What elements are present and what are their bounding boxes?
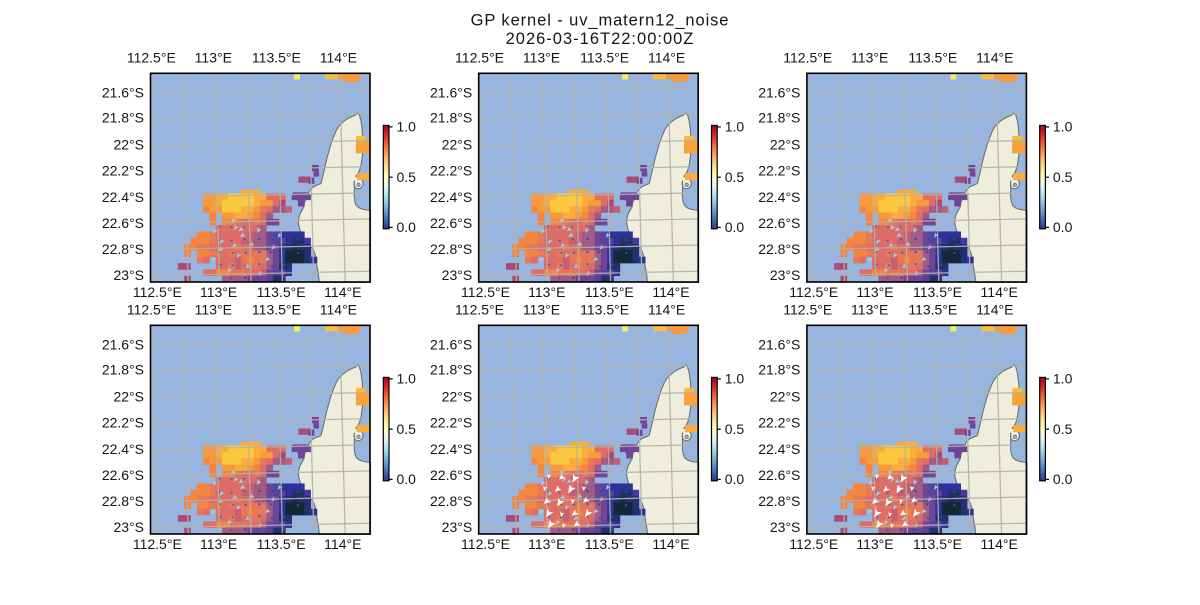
svg-text:GP kernel - uv_matern12_noise: GP kernel - uv_matern12_noise xyxy=(471,11,730,29)
svg-text:2026-03-16T22:00:00Z: 2026-03-16T22:00:00Z xyxy=(506,30,695,48)
